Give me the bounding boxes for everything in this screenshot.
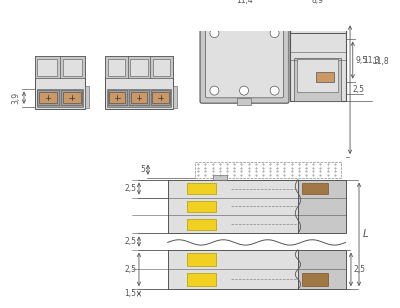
Bar [36,89,83,107]
Bar [153,59,170,76]
Bar [61,90,82,105]
Bar [237,98,251,105]
Bar [302,273,328,286]
Bar [105,56,173,78]
Bar [188,201,216,212]
Circle shape [240,86,248,95]
Text: L: L [363,229,368,239]
Bar [188,273,216,286]
Bar [316,72,334,82]
Text: 11,3: 11,3 [364,55,380,65]
Bar [39,92,57,103]
Bar [131,92,147,103]
Bar [85,86,89,108]
Bar [151,90,170,105]
Bar [63,92,80,103]
Bar [129,90,149,105]
Text: 11,8: 11,8 [372,57,389,66]
Bar [173,86,177,108]
Bar [107,89,171,107]
Bar [35,56,85,78]
FancyBboxPatch shape [200,21,289,103]
Text: 8,9: 8,9 [312,0,324,5]
Bar [63,59,82,76]
Text: 1,5: 1,5 [124,289,136,298]
Bar [38,90,59,105]
Bar [108,59,125,76]
Text: 2,5: 2,5 [353,85,365,94]
Text: 3,9: 3,9 [11,91,20,104]
Bar [188,219,216,230]
Circle shape [210,86,219,95]
Text: 2,5: 2,5 [354,265,366,274]
Text: 9,5: 9,5 [356,55,368,65]
Bar [109,92,126,103]
Bar [168,180,298,233]
FancyBboxPatch shape [206,26,284,98]
Text: 2,5: 2,5 [124,237,136,246]
Bar [294,58,341,101]
Bar [130,59,148,76]
Bar [290,22,346,101]
Text: 2,5: 2,5 [124,184,136,193]
Bar [152,92,168,103]
Bar [105,56,173,109]
Bar [188,253,216,266]
Text: 2,5: 2,5 [124,265,136,274]
Circle shape [270,86,279,95]
Bar [213,175,227,180]
Bar [297,59,338,92]
Bar [168,249,298,289]
Text: 5: 5 [140,165,145,174]
Text: 11,4: 11,4 [236,0,253,5]
Circle shape [270,29,279,38]
Circle shape [210,29,219,38]
Bar [188,183,216,194]
Bar [195,162,341,178]
Bar [302,183,328,194]
Bar [108,90,127,105]
Bar [35,56,85,109]
Bar [38,59,57,76]
Bar [298,180,346,233]
Bar [298,249,346,289]
